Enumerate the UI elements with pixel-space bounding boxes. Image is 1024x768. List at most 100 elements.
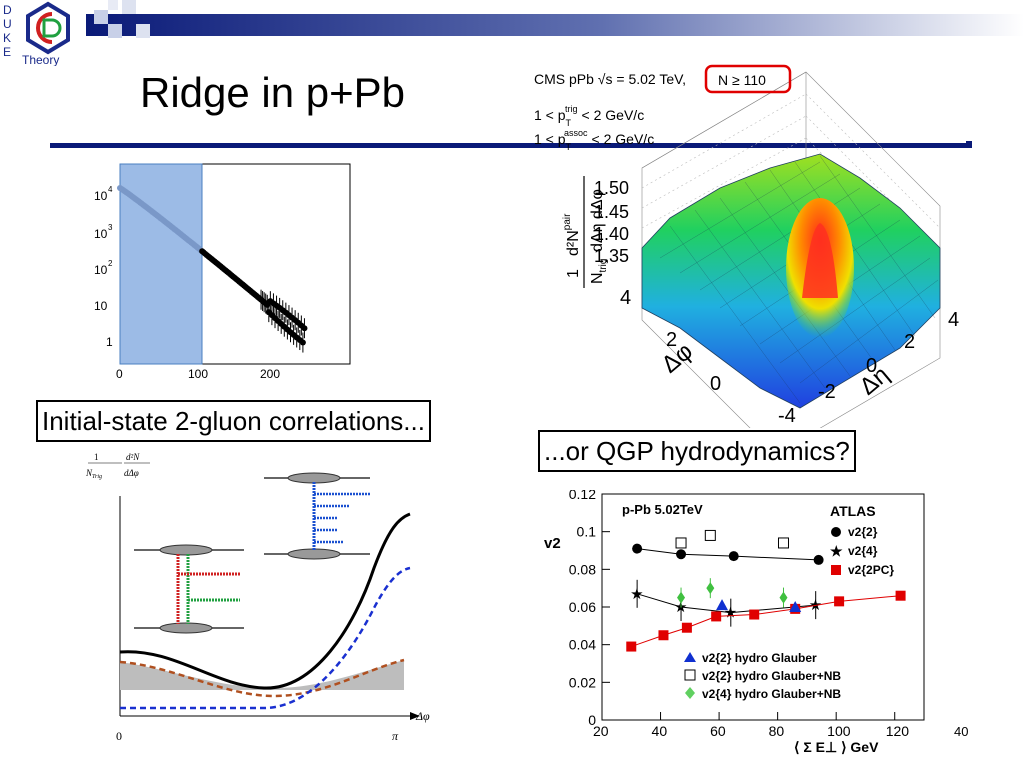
logo-text: Theory — [22, 53, 59, 66]
legend-square-marker — [831, 565, 841, 575]
title-rule — [50, 143, 970, 148]
logo-letter: U — [3, 17, 12, 31]
atlas-axes: 20 40 60 80 100 120 0 0.02 0.04 0.06 0.08 0.1 0.12 — [569, 490, 910, 739]
atlas-point — [681, 622, 692, 633]
logo-letter: D — [3, 3, 12, 17]
atlas-y-tick: 0.02 — [569, 674, 596, 690]
gluon-diagram-1 — [134, 544, 244, 634]
duke-theory-logo: D U K E Theory — [3, 1, 70, 66]
atlas-series-line — [637, 548, 819, 561]
atlas-point — [675, 537, 687, 549]
atlas-point — [632, 543, 643, 554]
svg-text:d²N: d²N — [126, 452, 140, 462]
cartoon-x-tick: 0 — [116, 729, 122, 743]
atlas-point — [711, 611, 722, 622]
hist-y-tick: 10 — [94, 189, 108, 203]
legend-diamond-marker — [685, 687, 695, 699]
cartoon-x-tick: π — [392, 729, 399, 743]
atlas-point — [658, 630, 669, 641]
svg-text:1: 1 — [565, 269, 582, 278]
atlas-point — [834, 596, 845, 607]
title-banner — [86, 0, 1024, 38]
cms-phi-tick: 2 — [666, 329, 677, 351]
hist-y-tick-exp: 4 — [108, 185, 113, 194]
atlas-x-tick: 80 — [769, 723, 785, 739]
atlas-y-label: v2 — [544, 535, 561, 552]
atlas-point — [706, 582, 715, 595]
n-cut-highlight — [704, 64, 792, 94]
atlas-point — [779, 591, 788, 604]
atlas-point — [677, 591, 686, 604]
legend-circle-marker — [831, 527, 841, 537]
atlas-markers: ★★ ★ ★ — [626, 529, 906, 652]
atlas-point — [749, 609, 760, 620]
hist-x-tick: 0 — [116, 367, 123, 381]
atlas-x-tick: 60 — [710, 723, 726, 739]
cms-eta-tick: -2 — [818, 381, 836, 403]
cms-z-tick: 1.50 — [594, 178, 629, 198]
atlas-x-tick: 40 — [652, 723, 668, 739]
atlas-point — [728, 551, 739, 562]
cms-header: CMS pPb √s = 5.02 TeV, — [534, 71, 686, 87]
cartoon-x-label: Δφ — [415, 709, 430, 723]
svg-text:NTrig: NTrig — [85, 468, 102, 480]
atlas-point: ★ — [630, 586, 643, 603]
atlas-x-label: ⟨ Σ E⊥ ⟩ GeV — [794, 739, 879, 755]
atlas-series-line — [636, 593, 816, 614]
cms-eta-tick: 0 — [866, 355, 877, 377]
cms-z-tick: 1.40 — [594, 224, 629, 244]
hist-y-tick: 1 — [106, 335, 113, 349]
title-rule-end — [966, 141, 972, 148]
hist-y-tick: 10 — [94, 227, 108, 241]
atlas-point — [676, 549, 687, 560]
cms-z-tick: 1.45 — [594, 202, 629, 222]
cms-cut1: 1 < pTtrig < 2 GeV/c — [534, 104, 644, 128]
legend-star-marker: ★ — [830, 543, 843, 559]
legend-entry: v2{2PC} — [848, 563, 894, 577]
atlas-v2-plot: 20 40 60 80 100 120 0 0.02 0.04 0.06 0.08 0.1 0.12 ★… — [544, 490, 925, 755]
atlas-point — [777, 537, 789, 549]
atlas-point — [716, 599, 729, 611]
svg-text:dΔφ: dΔφ — [124, 468, 139, 478]
logo-letter: E — [3, 45, 11, 59]
histogram-points — [117, 185, 308, 353]
legend-entry: v2{2} hydro Glauber — [702, 651, 817, 665]
cms-phi-tick: 4 — [620, 287, 631, 309]
legend-open-square-marker — [684, 669, 696, 681]
atlas-point — [895, 590, 906, 601]
atlas-x-tick: 20 — [593, 723, 609, 739]
slide-number: 40 — [954, 724, 969, 739]
cms-3d-correlation-plot: CMS pPb √s = 5.02 TeV, N ≥ 110 1 < pTtri… — [534, 64, 959, 428]
cms-eta-tick: 2 — [904, 331, 915, 353]
atlas-y-tick: 0.04 — [569, 637, 596, 653]
hist-y-tick-exp: 3 — [108, 223, 113, 232]
atlas-x-tick: 120 — [886, 723, 910, 739]
caption-initial-state: Initial-state 2-gluon correlations... — [36, 400, 431, 442]
atlas-y-tick: 0.06 — [569, 599, 596, 615]
gluon-diagram-2 — [264, 472, 370, 560]
atlas-x-tick: 100 — [827, 723, 851, 739]
cms-eta-tick: -4 — [778, 405, 796, 427]
hist-y-tick-exp: 2 — [108, 259, 113, 268]
cms-phi-tick: 0 — [710, 373, 721, 395]
legend-triangle-marker — [684, 652, 696, 662]
legend-entry: v2{2} hydro Glauber+NB — [702, 669, 841, 683]
legend-entry: v2{2} — [848, 525, 878, 539]
atlas-y-tick: 0 — [588, 712, 596, 728]
atlas-title: p-Pb 5.02TeV — [622, 502, 703, 517]
svg-text:d²Npair: d²Npair — [562, 213, 582, 256]
atlas-y-tick: 0.1 — [577, 524, 597, 540]
atlas-point — [626, 641, 637, 652]
cms-cut2: 1 < pTassoc < 2 GeV/c — [534, 128, 654, 152]
atlas-point — [789, 601, 802, 612]
svg-text:dΔη dΔφ: dΔη dΔφ — [589, 189, 606, 252]
page-title: Ridge in p+Pb — [140, 69, 406, 116]
caption-hydrodynamics: ...or QGP hydrodynamics? — [538, 430, 856, 472]
cartoon-correlation-plot: 1 NTrig d²N dΔφ Δφ 0 π — [85, 452, 430, 743]
hist-x-tick: 200 — [260, 367, 280, 381]
hist-x-tick: 100 — [188, 367, 208, 381]
atlas-point — [704, 529, 716, 541]
legend-entry: v2{4} hydro Glauber+NB — [702, 687, 841, 701]
hist-y-tick: 10 — [94, 263, 108, 277]
svg-text:1: 1 — [94, 452, 99, 462]
